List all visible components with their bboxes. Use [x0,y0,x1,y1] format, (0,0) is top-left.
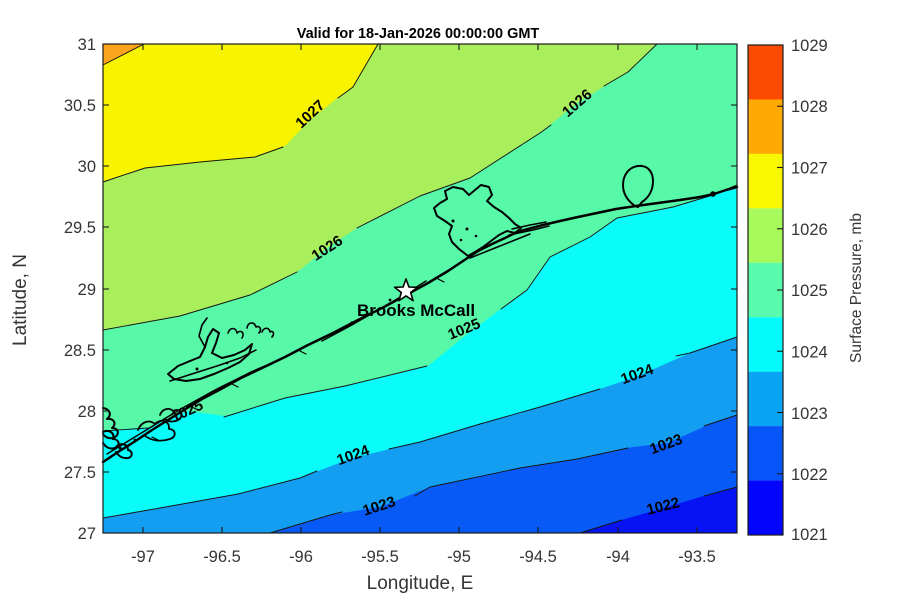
isoline-1023 [269,511,343,534]
colorbar-tickmarks [777,105,783,475]
isoline-1026 [603,43,658,87]
x-tick-label: -94 [606,548,630,566]
station-label: Brooks McCall [357,301,475,320]
isoline-1027 [102,146,284,183]
isoline-1028 [102,43,145,66]
y-tick-label: 28 [78,403,96,421]
isoline-1026 [356,124,552,229]
y-tick-label: 29.5 [64,219,96,237]
x-tickmarks [142,44,698,533]
colorbar-tick-labels: 1029 1028 1027 1026 1025 1024 1023 1022 … [791,37,828,544]
y-tick-label: 31 [78,36,96,54]
colorbar-tick-label: 1028 [791,98,828,116]
colorbar-axis-label: Surface Pressure, mb [848,213,865,363]
chart-title: Valid for 18-Jan-2026 00:00:00 GMT [297,26,540,42]
y-tick-label: 29 [78,281,96,299]
band-1022-1023 [270,415,737,533]
galveston-bay [433,184,522,257]
x-tick-label: -95 [447,548,471,566]
x-tick-label: -94.5 [519,548,557,566]
colorbar-segment [748,208,783,263]
corpus-bays [102,407,133,460]
colorbar-segment [748,317,783,372]
colorbar-tick-label: 1024 [791,344,828,362]
san-antonio-bay [137,408,183,442]
isoline-1022 [579,519,623,534]
x-tick-label: -96.5 [203,548,241,566]
colorbar: 1029 1028 1027 1026 1025 1024 1023 1022 … [747,37,865,544]
colorbar-tick-label: 1021 [791,526,828,544]
isoline-1025 [102,427,149,432]
colorbar-tick-label: 1022 [791,466,828,484]
x-tick-label: -96 [289,548,313,566]
colorbar-tick-label: 1025 [791,282,828,300]
isoline-1023 [414,447,629,497]
inlet-marks [151,278,445,441]
x-tick-label: -95.5 [361,548,399,566]
y-tick-label: 28.5 [64,342,96,360]
coastal-islets [118,191,716,450]
x-tick-label: -97 [131,548,155,566]
isoline-1024 [388,388,601,450]
axes [102,43,738,534]
east-bay-backline [469,221,550,259]
x-tick-labels: -97 -96.5 -96 -95.5 -95 -94.5 -94 -93.5 [131,548,716,566]
isoline-1025 [500,184,738,310]
y-tickmarks [103,104,737,473]
isoline-1026 [102,271,298,331]
colorbar-segment [748,371,783,427]
colorbar-segments [748,45,783,535]
y-tick-label: 30.5 [64,97,96,115]
colorbar-tick-label: 1029 [791,37,828,55]
colorbar-segment [748,153,783,209]
y-tick-label: 27 [78,525,96,543]
x-axis-label: Longitude, E [367,573,474,594]
y-tick-labels: 31 30.5 30 29.5 29 28.5 28 27.5 27 [64,36,96,543]
colorbar-tick-label: 1026 [791,221,828,239]
y-axis-label: Latitude, N [10,254,31,346]
matagorda-peninsula-backline [169,349,257,382]
isoline-1024 [102,470,318,519]
isoline-1024 [675,336,738,357]
colorbar-segment [748,99,783,154]
contour-lines [102,43,738,534]
lavaca-bay-arms [198,317,275,348]
star-icon [393,278,419,302]
y-tick-label: 27.5 [64,464,96,482]
colorbar-tick-label: 1023 [791,405,828,423]
isoline-1022 [703,486,738,497]
colorbar-segment [748,45,783,100]
colorbar-segment [748,480,783,535]
x-tick-label: -93.5 [678,548,716,566]
isoline-1027 [337,43,379,99]
band-below-1022 [580,487,737,533]
matagorda-bay [167,328,253,382]
station-marker: Brooks McCall [357,278,475,320]
sabine-lake [622,164,654,208]
y-tick-label: 30 [78,158,96,176]
isoline-1025 [223,365,428,418]
colorbar-tick-label: 1027 [791,160,828,178]
colorbar-segment [748,426,783,481]
barrier-lagoon-line [106,365,266,455]
isoline-1023 [703,414,738,427]
